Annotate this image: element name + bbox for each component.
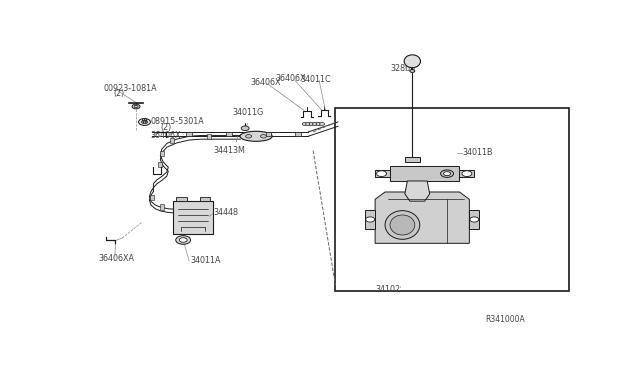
Circle shape: [176, 236, 191, 244]
Circle shape: [316, 122, 321, 125]
Text: 34011B: 34011B: [463, 148, 493, 157]
Bar: [173, 201, 213, 234]
Bar: [200, 197, 211, 201]
Text: 36406X: 36406X: [276, 74, 307, 83]
Text: 34448: 34448: [214, 208, 239, 217]
Bar: [295, 132, 301, 136]
Text: 36406X: 36406X: [250, 78, 280, 87]
Circle shape: [179, 238, 187, 242]
Bar: [160, 205, 164, 210]
Ellipse shape: [385, 211, 420, 239]
Ellipse shape: [240, 131, 272, 141]
Text: 32865: 32865: [390, 64, 415, 74]
Circle shape: [141, 120, 147, 124]
Circle shape: [365, 217, 374, 222]
Circle shape: [132, 104, 140, 109]
Ellipse shape: [390, 215, 415, 235]
Polygon shape: [390, 166, 460, 181]
Text: 34011C: 34011C: [301, 74, 332, 83]
Bar: [158, 162, 163, 167]
Bar: [186, 132, 192, 136]
Circle shape: [440, 170, 454, 177]
Circle shape: [410, 70, 415, 73]
Polygon shape: [405, 181, 429, 201]
Circle shape: [312, 122, 317, 125]
Polygon shape: [375, 192, 469, 243]
Text: (2): (2): [161, 123, 172, 132]
Bar: [207, 134, 211, 140]
Ellipse shape: [404, 55, 420, 68]
Circle shape: [260, 135, 266, 138]
Circle shape: [241, 126, 249, 131]
Text: 08915-5301A: 08915-5301A: [151, 117, 205, 126]
Circle shape: [134, 105, 138, 108]
Text: 34413M: 34413M: [214, 146, 246, 155]
Text: W: W: [142, 119, 147, 125]
Polygon shape: [469, 210, 479, 229]
Bar: [226, 132, 232, 136]
Text: 34011G: 34011G: [233, 108, 264, 117]
Circle shape: [470, 217, 479, 222]
Circle shape: [444, 171, 451, 176]
Circle shape: [462, 171, 472, 177]
Bar: [335, 108, 568, 291]
Bar: [170, 138, 173, 143]
Text: 36406X: 36406X: [150, 131, 181, 140]
Circle shape: [302, 122, 307, 125]
Bar: [160, 151, 164, 156]
Text: 34011A: 34011A: [190, 256, 221, 264]
Text: 34102: 34102: [375, 285, 400, 294]
Circle shape: [246, 135, 252, 138]
Bar: [176, 197, 187, 201]
Circle shape: [306, 122, 310, 125]
Polygon shape: [365, 210, 375, 229]
Text: 36406XA: 36406XA: [99, 254, 135, 263]
Circle shape: [319, 122, 324, 125]
Circle shape: [309, 122, 314, 125]
Polygon shape: [375, 170, 390, 177]
Text: R341000A: R341000A: [486, 315, 525, 324]
Text: (2): (2): [114, 89, 125, 99]
Bar: [405, 157, 420, 162]
Polygon shape: [460, 170, 474, 177]
Circle shape: [376, 171, 387, 177]
Text: 00923-1081A: 00923-1081A: [104, 84, 157, 93]
Bar: [266, 132, 271, 136]
Bar: [150, 195, 154, 200]
Circle shape: [138, 119, 150, 125]
